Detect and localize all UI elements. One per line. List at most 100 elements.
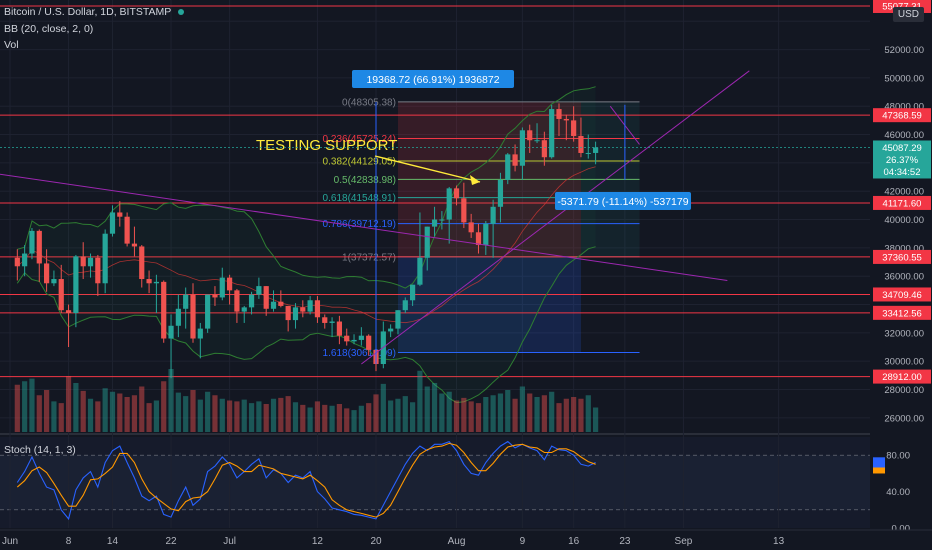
candle-body <box>593 147 599 153</box>
candle-body <box>175 308 181 326</box>
symbol-title-row: Bitcoin / U.S. Dollar, 1D, BITSTAMP <box>4 6 184 18</box>
volume-bar <box>219 398 225 432</box>
volume-bar <box>256 401 262 432</box>
candle-body <box>300 307 306 312</box>
uptrend-line <box>361 70 750 365</box>
level-price-tag-bg <box>873 305 931 320</box>
candle-body <box>29 230 35 254</box>
annotation-text: TESTING SUPPORT <box>256 137 397 154</box>
candle-body <box>534 140 540 142</box>
candle-body <box>307 300 313 312</box>
candle-body <box>490 206 496 224</box>
fib-level-label: 0.382(44129.05) <box>323 157 396 168</box>
last-price-tag-bg <box>873 140 931 179</box>
price-tick-label: 26000.00 <box>884 413 924 424</box>
volume-bar <box>292 402 299 432</box>
volume-bar <box>109 391 116 432</box>
candle-body <box>512 154 518 166</box>
volume-bar <box>241 399 247 432</box>
vol-indicator-label[interactable]: Vol <box>4 39 19 51</box>
volume-bar <box>227 400 233 432</box>
time-tick-label: 20 <box>370 536 382 547</box>
candle-body <box>109 212 116 234</box>
level-price-tag-bg <box>873 108 931 123</box>
candle-body <box>395 310 401 329</box>
volume-bar <box>571 397 577 432</box>
volume-bar <box>14 384 20 432</box>
level-price-tag-bg <box>873 195 931 210</box>
level-price-tag: 34709.46 <box>882 290 922 301</box>
volume-bar <box>366 403 372 432</box>
candle-body <box>505 154 511 180</box>
market-open-dot-icon <box>178 9 184 16</box>
price-tick-label: 32000.00 <box>884 328 924 339</box>
stoch-indicator-label[interactable]: Stoch (14, 1, 3) <box>4 444 76 456</box>
volume-bar <box>534 397 540 432</box>
volume-bar <box>446 391 452 432</box>
volume-bar <box>505 390 511 432</box>
level-price-tag: 37360.55 <box>882 252 922 263</box>
volume-bar <box>395 398 401 432</box>
last-price-value: 45087.29 <box>882 143 922 154</box>
volume-bar <box>51 401 57 432</box>
stoch-k-tag <box>873 457 885 470</box>
candle-body <box>146 279 152 284</box>
time-tick-label: 12 <box>312 536 324 547</box>
fib-level-label: 0.236(45725.24) <box>323 134 396 145</box>
candle-body <box>73 256 79 314</box>
price-tick-label: 40000.00 <box>884 215 924 226</box>
fib-level-label: 0.786(39712.19) <box>323 219 396 230</box>
symbol-title[interactable]: Bitcoin / U.S. Dollar, 1D, BITSTAMP <box>4 6 172 18</box>
bb-basis-line <box>17 166 596 324</box>
price-tick-label: 30000.00 <box>884 357 924 368</box>
time-tick-label: 8 <box>66 536 72 547</box>
volume-bar <box>417 370 423 432</box>
candle-body <box>80 256 86 267</box>
candle-body <box>139 246 145 280</box>
price-tick-label: 52000.00 <box>884 45 924 56</box>
volume-bar <box>468 401 474 432</box>
volume-bar <box>205 391 211 432</box>
candle-body <box>153 281 159 284</box>
candle-body <box>212 294 218 298</box>
volume-bar <box>36 395 42 432</box>
level-price-tag: 33412.56 <box>882 308 922 319</box>
volume-bar <box>278 397 284 432</box>
bb-lower-line <box>16 246 596 404</box>
volume-bar <box>300 404 306 432</box>
candle-body <box>483 223 489 246</box>
candle-body <box>424 226 430 258</box>
volume-bar <box>461 397 467 432</box>
candle-body <box>65 310 72 314</box>
candle-body <box>205 294 211 329</box>
volume-bar <box>65 376 72 432</box>
volume-bar <box>234 401 240 432</box>
candle-body <box>336 321 342 336</box>
candle-body <box>36 230 42 264</box>
volume-bar <box>424 386 430 432</box>
volume-bar <box>527 393 533 432</box>
volume-bar <box>73 383 79 432</box>
currency-badge[interactable]: USD <box>892 7 924 22</box>
time-tick-label: 9 <box>520 536 526 547</box>
volume-bar <box>512 398 518 432</box>
level-price-tag-bg <box>873 287 931 302</box>
volume-bar <box>541 395 547 432</box>
candle-body <box>58 279 64 311</box>
bb-indicator-label[interactable]: BB (20, close, 2, 0) <box>4 23 94 35</box>
volume-bar <box>563 398 569 432</box>
volume-bar <box>146 403 152 432</box>
volume-bar <box>475 403 482 432</box>
last-price-countdown: 04:34:52 <box>884 167 921 178</box>
candle-body <box>527 130 533 141</box>
volume-bar <box>549 391 555 432</box>
candle-body <box>190 294 196 339</box>
volume-bar <box>190 390 196 432</box>
volume-bar <box>183 396 189 432</box>
candle-body <box>410 284 416 301</box>
candle-body <box>168 325 174 339</box>
volume-bar <box>168 369 174 432</box>
candle-body <box>44 263 50 284</box>
